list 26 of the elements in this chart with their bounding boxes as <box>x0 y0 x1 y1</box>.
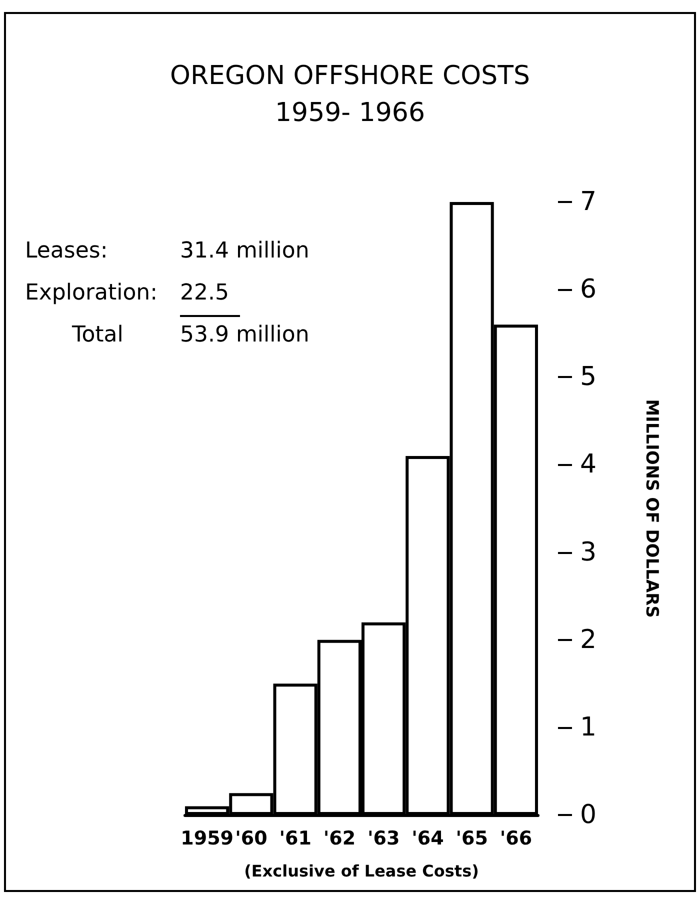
x-tick-label: 1959 <box>180 828 234 850</box>
x-tick-label: '62 <box>323 828 356 850</box>
y-tick-label: 3 <box>580 537 597 568</box>
y-tick-label: 2 <box>580 624 597 655</box>
text: Total <box>71 322 124 348</box>
annotation: 31.4 million <box>180 238 310 264</box>
chart-title: OREGON OFFSHORE COSTS <box>170 61 530 91</box>
y-axis-title: MILLIONS OF DOLLARS <box>642 399 662 618</box>
y-tick-label: 5 <box>580 362 597 392</box>
y-tick-label: 0 <box>580 800 597 830</box>
annotation: 53.9 million <box>180 322 310 348</box>
x-tick-label: '63 <box>367 828 400 850</box>
annotation: 22.5 <box>180 280 229 306</box>
text: Leases: <box>25 238 108 264</box>
x-tick-label: '64 <box>412 828 444 850</box>
chart-subtitle: 1959- 1966 <box>275 98 425 128</box>
y-tick-label: 6 <box>580 274 597 305</box>
x-tick-label: '65 <box>456 828 488 850</box>
x-tick-label: '60 <box>235 828 268 850</box>
x-tick-label: '61 <box>279 828 312 850</box>
y-tick-label: 1 <box>580 712 597 742</box>
y-tick-label: 4 <box>580 450 597 480</box>
text: Exploration: <box>25 280 158 306</box>
x-axis-title: (Exclusive of Lease Costs) <box>244 862 479 880</box>
x-tick-label: '66 <box>500 828 532 850</box>
y-tick-label: 7 <box>580 187 597 217</box>
